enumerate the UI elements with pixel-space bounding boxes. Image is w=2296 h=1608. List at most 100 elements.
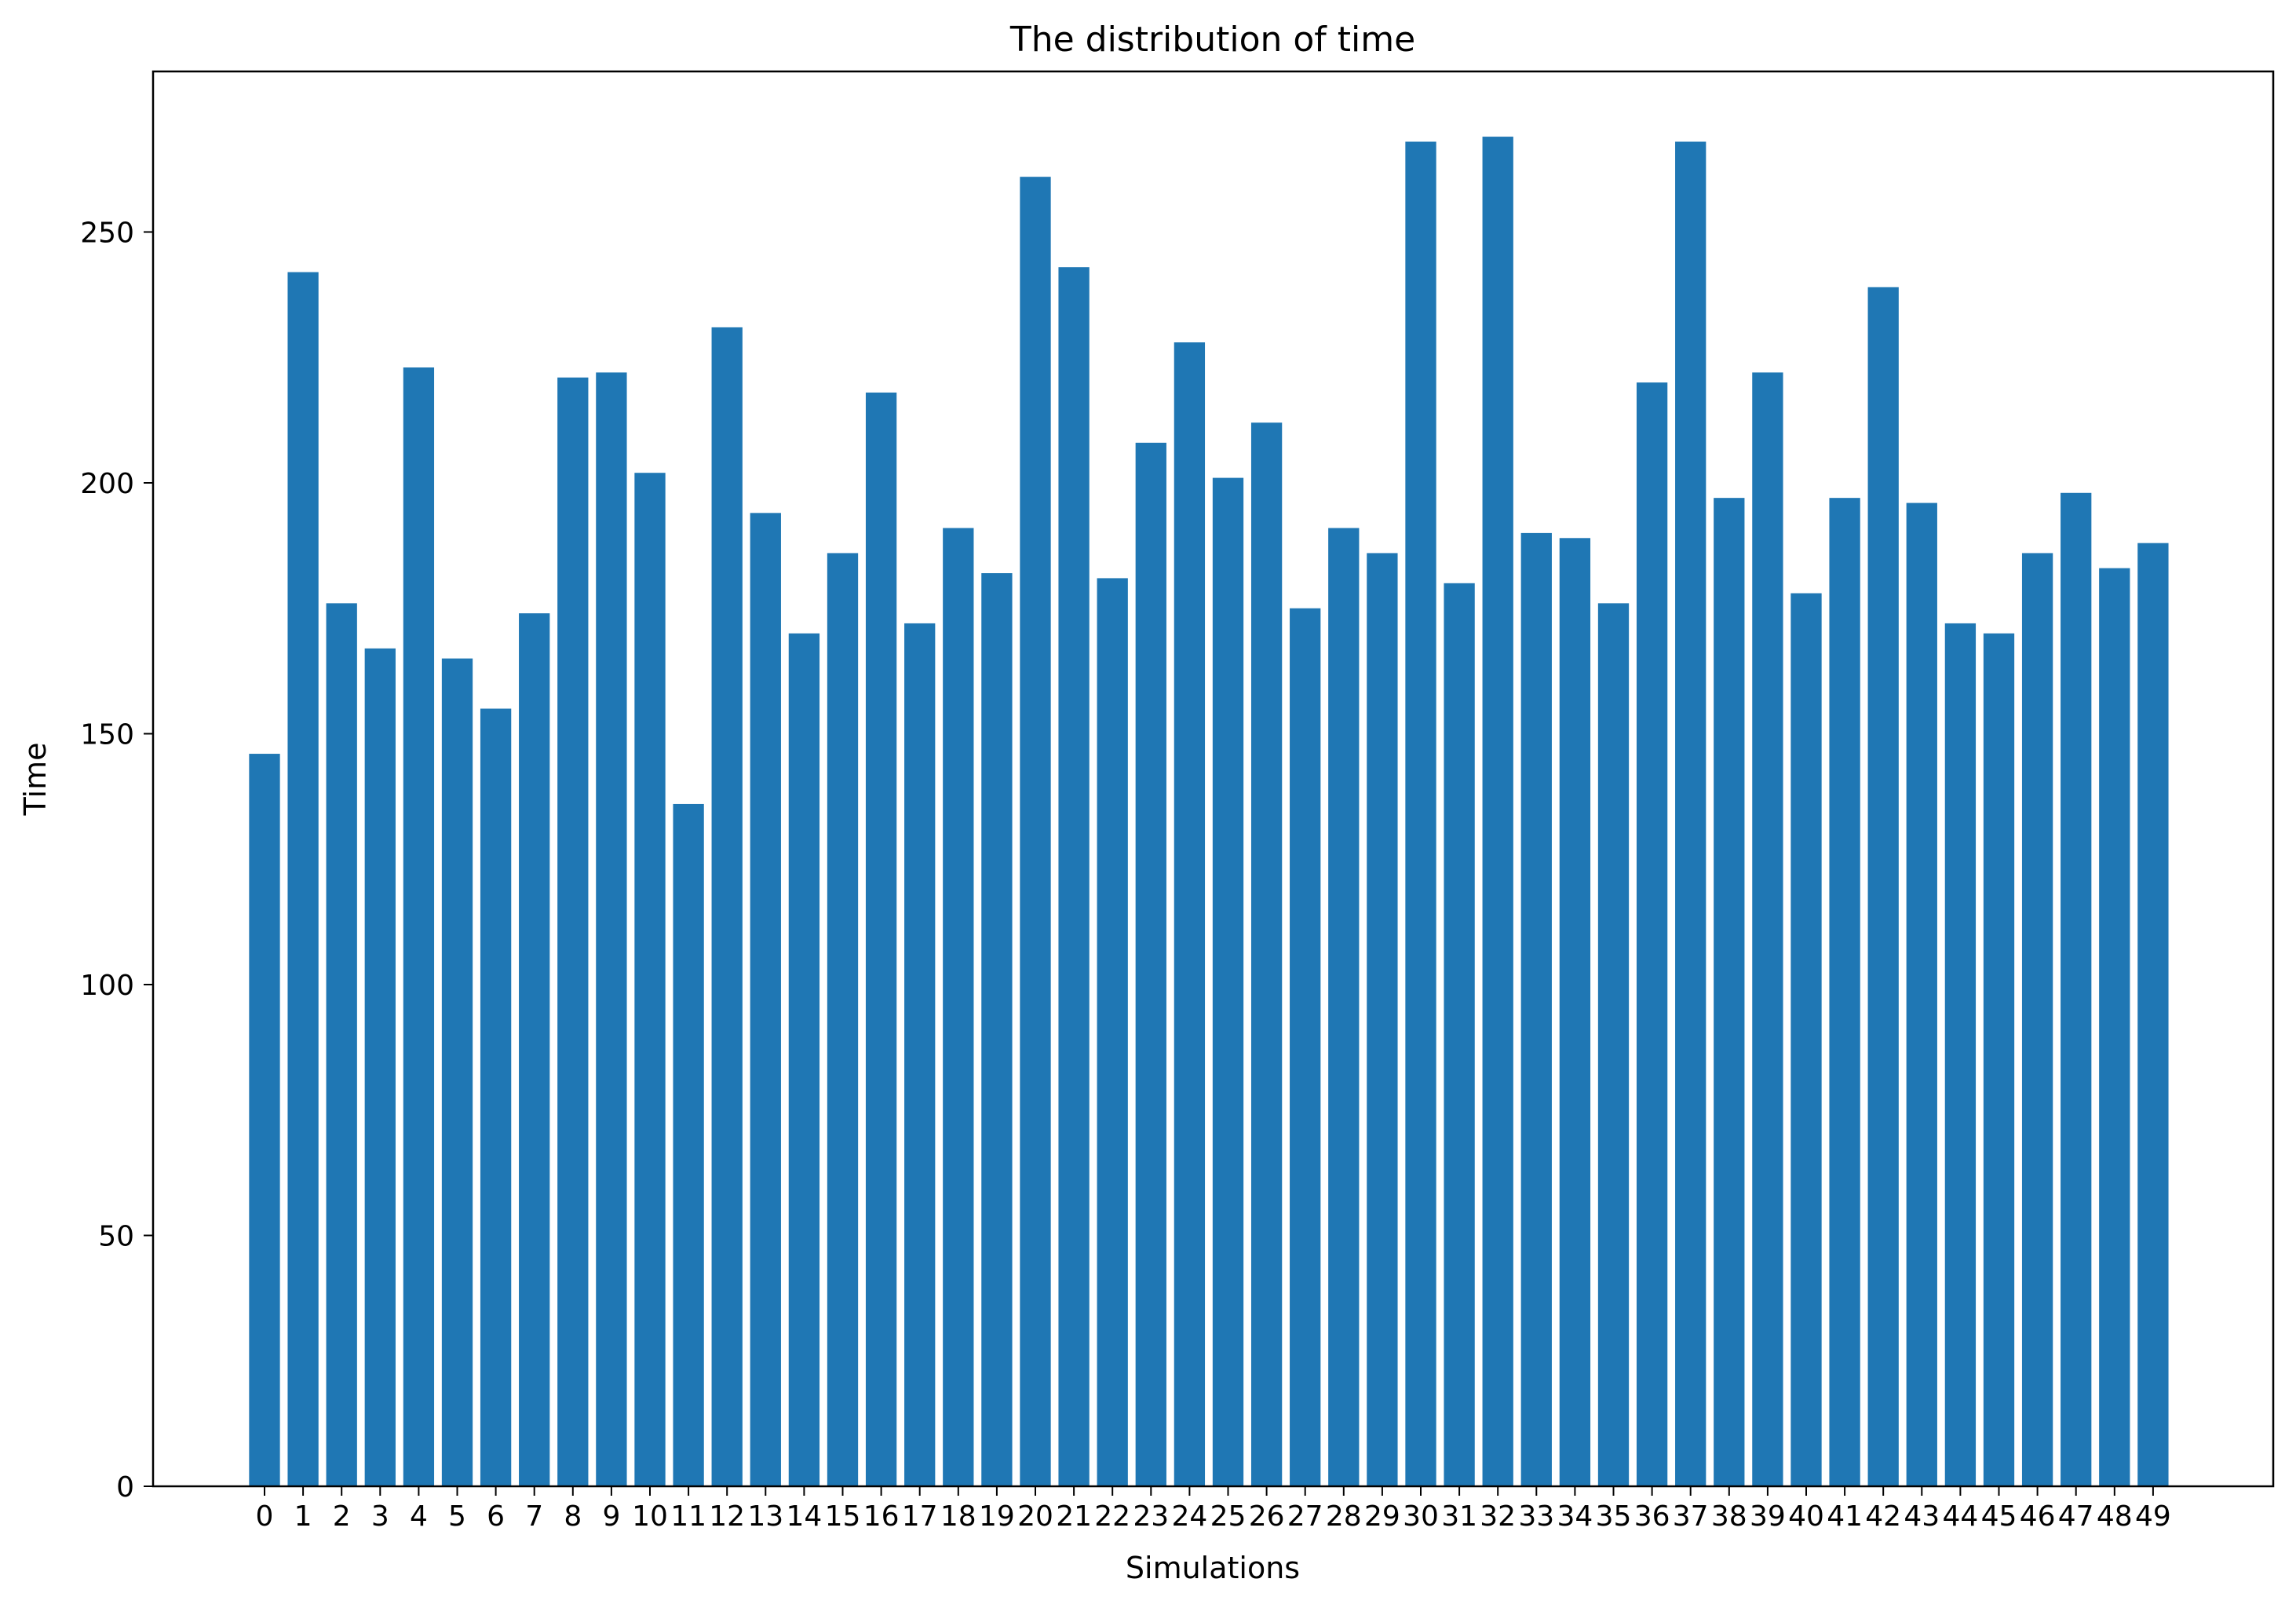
bar-23 [1135, 442, 1166, 1486]
chart-title: The distribution of time [1009, 20, 1415, 60]
x-tick-label: 36 [1634, 1500, 1670, 1533]
bar-45 [1983, 633, 2015, 1487]
x-tick-label: 23 [1133, 1500, 1169, 1533]
x-tick-label: 45 [1981, 1500, 2017, 1533]
bar-9 [596, 372, 627, 1486]
y-axis-label: Time [18, 743, 53, 817]
bar-2 [326, 603, 357, 1486]
bar-29 [1367, 553, 1398, 1487]
bar-36 [1636, 382, 1668, 1487]
bar-48 [2099, 568, 2130, 1486]
x-tick-label: 30 [1403, 1500, 1439, 1533]
x-tick-label: 16 [863, 1500, 900, 1533]
bar-18 [943, 528, 974, 1486]
x-tick-label: 49 [2135, 1500, 2171, 1533]
bar-33 [1520, 532, 1552, 1486]
bar-1 [287, 272, 319, 1487]
x-tick-label: 3 [371, 1500, 389, 1533]
bar-31 [1444, 583, 1475, 1486]
bar-21 [1058, 267, 1090, 1487]
bar-24 [1174, 342, 1206, 1486]
x-tick-label: 5 [448, 1500, 466, 1533]
x-tick-label: 17 [902, 1500, 938, 1533]
x-tick-label: 47 [2058, 1500, 2094, 1533]
bar-13 [750, 513, 781, 1486]
bar-44 [1944, 623, 1977, 1487]
bar-28 [1328, 528, 1360, 1486]
bar-8 [557, 377, 589, 1486]
x-tick-label: 12 [709, 1500, 745, 1533]
bar-37 [1675, 141, 1706, 1487]
x-tick-label: 6 [487, 1500, 505, 1533]
x-tick-label: 39 [1750, 1500, 1786, 1533]
x-tick-label: 35 [1596, 1500, 1632, 1533]
x-tick-label: 34 [1557, 1500, 1593, 1533]
bar-17 [904, 623, 936, 1487]
x-tick-label: 21 [1056, 1500, 1092, 1533]
x-tick-label: 8 [564, 1500, 582, 1533]
bar-7 [519, 613, 550, 1486]
bar-16 [865, 392, 897, 1487]
x-tick-label: 0 [256, 1500, 274, 1533]
bar-41 [1829, 498, 1860, 1487]
x-tick-label: 15 [825, 1500, 861, 1533]
bar-22 [1097, 578, 1128, 1486]
y-tick-label: 50 [98, 1220, 134, 1252]
bar-39 [1752, 372, 1783, 1486]
plot-frame [151, 70, 2275, 1488]
x-tick-label: 20 [1017, 1500, 1053, 1533]
x-tick-label: 43 [1904, 1500, 1940, 1533]
x-tick-label: 22 [1094, 1500, 1130, 1533]
x-axis-label: Simulations [1126, 1551, 1300, 1585]
bar-26 [1250, 422, 1283, 1486]
x-tick-label: 11 [670, 1500, 706, 1533]
bar-46 [2021, 553, 2053, 1487]
bar-38 [1714, 498, 1745, 1487]
x-tick-label: 27 [1287, 1500, 1323, 1533]
bar-11 [673, 803, 704, 1486]
bar-19 [981, 573, 1013, 1486]
x-tick-label: 24 [1171, 1500, 1207, 1533]
x-tick-label: 44 [1942, 1500, 1978, 1533]
bar-30 [1405, 141, 1436, 1487]
x-tick-label: 9 [602, 1500, 620, 1533]
x-tick-label: 41 [1827, 1500, 1863, 1533]
y-tick-label: 150 [80, 718, 134, 751]
bars-group [249, 137, 2169, 1487]
bar-34 [1559, 538, 1591, 1486]
bar-35 [1597, 603, 1630, 1486]
x-tick-label: 33 [1518, 1500, 1554, 1533]
x-tick-label: 38 [1711, 1500, 1747, 1533]
x-tick-label: 19 [979, 1500, 1015, 1533]
x-tick-label: 37 [1673, 1500, 1709, 1533]
bar-4 [403, 367, 435, 1486]
y-tick-label: 0 [116, 1471, 134, 1504]
x-tick-label: 25 [1210, 1500, 1247, 1533]
x-tick-label: 29 [1364, 1500, 1400, 1533]
bar-40 [1790, 593, 1822, 1486]
x-tick-label: 28 [1326, 1500, 1362, 1533]
x-tick-label: 40 [1788, 1500, 1824, 1533]
x-tick-label: 31 [1441, 1500, 1477, 1533]
y-tick-label: 250 [80, 217, 134, 249]
x-tick-label: 10 [632, 1500, 668, 1533]
bar-25 [1212, 477, 1244, 1486]
bar-0 [249, 754, 280, 1486]
bar-42 [1867, 287, 1899, 1486]
bar-32 [1482, 137, 1513, 1486]
x-tick-label: 7 [525, 1500, 543, 1533]
x-tick-label: 18 [940, 1500, 976, 1533]
x-tick-label: 4 [410, 1500, 428, 1533]
bar-5 [441, 658, 473, 1486]
y-tick-label: 200 [80, 468, 134, 500]
bar-3 [364, 648, 396, 1486]
bar-43 [1906, 502, 1937, 1486]
bar-47 [2061, 492, 2092, 1486]
y-tick-label: 100 [80, 970, 134, 1002]
x-tick-label: 1 [294, 1500, 312, 1533]
x-tick-label: 14 [786, 1500, 822, 1533]
x-tick-label: 26 [1249, 1500, 1285, 1533]
bar-20 [1020, 177, 1051, 1487]
x-tick-label: 48 [2097, 1500, 2133, 1533]
